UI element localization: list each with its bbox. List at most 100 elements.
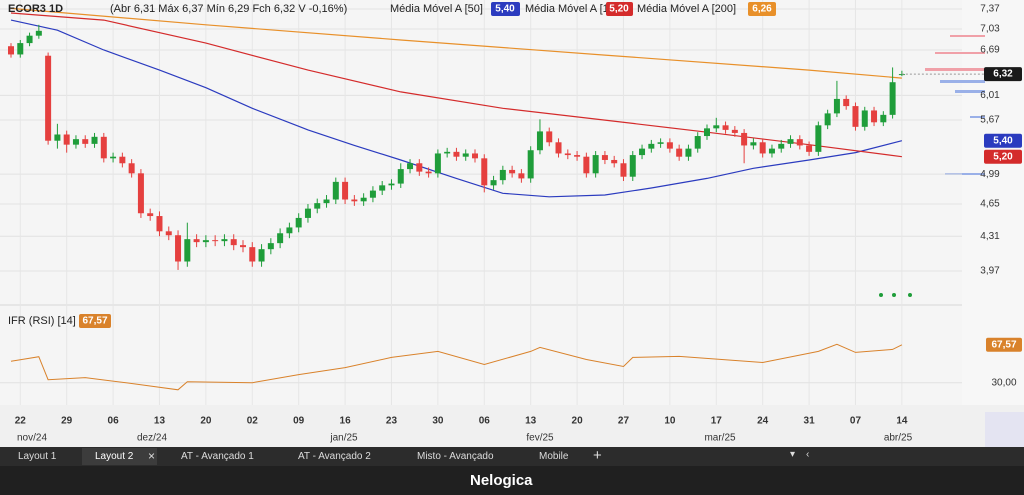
rsi-badge xyxy=(79,314,111,328)
candle-body xyxy=(546,131,553,143)
candle-body xyxy=(212,240,219,242)
candle-body xyxy=(889,82,896,115)
candle-body xyxy=(35,30,42,36)
tab-scroll[interactable]: ‹ xyxy=(806,449,810,460)
x-tick-label: 13 xyxy=(154,416,166,427)
candle-body xyxy=(314,203,321,209)
candle-body xyxy=(277,233,284,244)
candle-body xyxy=(583,156,590,174)
candle-body xyxy=(861,110,868,127)
month-label: fev/25 xyxy=(526,433,554,444)
month-label: jan/25 xyxy=(329,433,358,444)
x-tick-label: 17 xyxy=(711,416,723,427)
candle-body xyxy=(629,155,636,177)
y-tick-label: 6,69 xyxy=(980,45,1000,56)
candle-body xyxy=(17,43,24,55)
x-tick-label: 09 xyxy=(293,416,305,427)
candle-body xyxy=(472,153,478,159)
y-tick-label: 7,03 xyxy=(980,24,1000,35)
candle-body xyxy=(694,136,701,149)
candle-body xyxy=(137,173,144,214)
x-tick-label: 20 xyxy=(200,416,212,427)
candle-body xyxy=(156,216,163,232)
candle-body xyxy=(286,227,293,234)
last-price-label: 6,32 xyxy=(993,69,1013,80)
add-tab[interactable]: + xyxy=(593,447,602,464)
marks: 7,37 7,03 6,69 6,01 5,67 4,99 4,65 4,31 3,97 22 29… xyxy=(0,0,1022,427)
candle-body xyxy=(778,143,785,149)
x-tick-label: 10 xyxy=(664,416,676,427)
y-tick-label: 4,65 xyxy=(980,199,1000,210)
plot-bg xyxy=(0,0,962,405)
x-tick-label: 13 xyxy=(525,416,537,427)
tab-active[interactable]: Layout 2 xyxy=(82,448,158,465)
legend: ECOR3 1D (Abr 6,31 Máx 6,37 Mín 6,29 Fch… xyxy=(8,2,776,328)
candle-body xyxy=(110,156,117,159)
candle-body xyxy=(63,134,70,145)
candle-body xyxy=(175,235,182,262)
candle-body xyxy=(481,158,488,186)
candle-body xyxy=(184,239,191,262)
x-tick-label: 29 xyxy=(61,416,73,427)
candle-body xyxy=(351,199,358,202)
rsi-value: 67,57 xyxy=(82,316,107,327)
tab[interactable]: Mobile xyxy=(539,451,569,462)
candle-body xyxy=(509,169,516,174)
brand: Nelogica xyxy=(470,472,533,489)
x-tick-label: 16 xyxy=(340,416,352,427)
rsi-value-badge xyxy=(986,337,1022,352)
candle-body xyxy=(304,208,311,218)
candle-body xyxy=(8,46,14,55)
candle-body xyxy=(639,148,646,156)
y-tick-label: 3,97 xyxy=(980,266,1000,277)
candle-body xyxy=(815,125,822,152)
ma-value-badge xyxy=(984,149,1022,164)
signal-dot xyxy=(908,293,912,297)
close-tab[interactable]: × xyxy=(148,449,156,463)
candle-body xyxy=(72,139,79,145)
candle-body xyxy=(787,139,794,144)
candle-body xyxy=(806,145,813,152)
candle-body xyxy=(434,153,441,174)
profile-bar xyxy=(955,90,985,93)
tab[interactable]: Misto - Avançado xyxy=(417,451,494,462)
candle-body xyxy=(648,143,655,149)
x-tick-label: 30 xyxy=(432,416,444,427)
candle-body xyxy=(685,148,692,157)
candle-body xyxy=(518,173,525,179)
profile-bar xyxy=(935,52,985,54)
candle-body xyxy=(657,142,664,144)
legend-badge xyxy=(606,2,633,16)
y-tick-label: 5,67 xyxy=(980,115,1000,126)
candle-body xyxy=(407,163,414,170)
rsi-line xyxy=(10,343,903,391)
candle-body xyxy=(267,243,274,250)
candle-body xyxy=(499,169,506,181)
candle-body xyxy=(527,150,534,179)
candle-body xyxy=(221,239,228,242)
tab[interactable]: AT - Avançado 1 xyxy=(181,451,254,462)
candle-body xyxy=(713,125,720,129)
chart: 7,37 7,03 6,69 6,01 5,67 4,99 4,65 4,31 3,97 22 29… xyxy=(0,0,1024,447)
legend-badge xyxy=(491,2,520,16)
ohlc-header: (Abr 6,31 Máx 6,37 Mín 6,29 Fch 6,32 V -… xyxy=(110,3,347,15)
tab[interactable]: AT - Avançado 2 xyxy=(298,451,371,462)
candle-body xyxy=(574,155,581,157)
profile-bar xyxy=(945,173,985,175)
footer: Nelogica xyxy=(0,466,1024,495)
signal-dot xyxy=(879,293,883,297)
candle-body xyxy=(490,180,497,186)
candle-body xyxy=(453,151,460,157)
tab[interactable]: Layout 1 xyxy=(18,451,57,462)
volume-profile xyxy=(925,35,985,175)
x-tick-label: 31 xyxy=(804,416,816,427)
candle-body xyxy=(295,217,302,228)
candle-body xyxy=(26,35,33,44)
rsi-tick-label: 30,00 xyxy=(991,377,1016,388)
candle-body xyxy=(666,142,673,149)
month-label: mar/25 xyxy=(704,433,736,444)
candle-body xyxy=(759,142,766,154)
candle-body xyxy=(332,181,339,200)
candle-body xyxy=(722,125,729,130)
tab-menu[interactable]: ▾ xyxy=(790,449,796,460)
